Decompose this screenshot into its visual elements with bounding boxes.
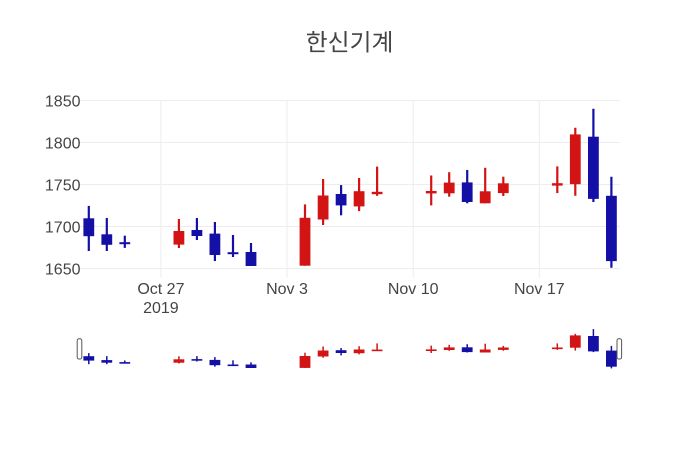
svg-text:1650: 1650 <box>45 262 81 279</box>
svg-text:1800: 1800 <box>45 136 81 153</box>
svg-text:1700: 1700 <box>45 220 81 237</box>
svg-text:1750: 1750 <box>45 178 81 195</box>
svg-text:2019: 2019 <box>143 300 179 317</box>
svg-text:Nov 10: Nov 10 <box>388 281 439 298</box>
svg-text:Nov 3: Nov 3 <box>266 281 308 298</box>
svg-text:Nov 17: Nov 17 <box>514 281 565 298</box>
svg-text:1850: 1850 <box>45 94 81 111</box>
svg-text:Oct 27: Oct 27 <box>137 281 184 298</box>
